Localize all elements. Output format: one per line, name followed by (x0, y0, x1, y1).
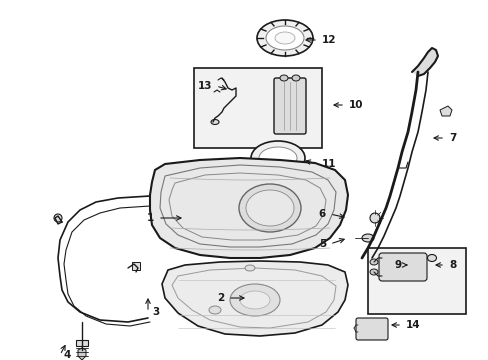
Ellipse shape (240, 291, 269, 309)
Bar (367, 248, 465, 314)
FancyBboxPatch shape (355, 318, 387, 340)
Ellipse shape (280, 75, 287, 81)
Ellipse shape (259, 147, 296, 169)
Ellipse shape (265, 26, 304, 50)
Text: 12: 12 (321, 35, 336, 45)
Text: 4: 4 (64, 350, 71, 360)
Ellipse shape (291, 75, 299, 81)
Ellipse shape (257, 20, 312, 56)
Text: 5: 5 (318, 239, 325, 249)
Text: 8: 8 (448, 260, 455, 270)
Bar (76, 340, 88, 346)
FancyBboxPatch shape (273, 78, 305, 134)
Ellipse shape (361, 234, 373, 242)
Ellipse shape (208, 306, 221, 314)
Text: 9: 9 (394, 260, 401, 270)
Ellipse shape (244, 265, 254, 271)
Polygon shape (162, 261, 347, 336)
Text: 14: 14 (405, 320, 420, 330)
Ellipse shape (369, 213, 379, 223)
Text: 6: 6 (318, 209, 325, 219)
Bar (132, 262, 140, 270)
Ellipse shape (245, 190, 293, 226)
Text: 2: 2 (216, 293, 224, 303)
Text: 3: 3 (152, 307, 159, 317)
Ellipse shape (250, 141, 305, 175)
Ellipse shape (229, 284, 280, 316)
Text: 11: 11 (321, 159, 336, 169)
Ellipse shape (369, 259, 377, 265)
Polygon shape (411, 48, 437, 76)
Ellipse shape (54, 214, 62, 222)
Ellipse shape (274, 32, 294, 44)
Ellipse shape (427, 255, 436, 261)
Text: 1: 1 (146, 213, 154, 223)
Text: 13: 13 (197, 81, 212, 91)
FancyBboxPatch shape (378, 253, 426, 281)
Polygon shape (78, 348, 86, 360)
Text: 10: 10 (348, 100, 363, 110)
Ellipse shape (369, 269, 377, 275)
Ellipse shape (210, 120, 219, 125)
Ellipse shape (239, 184, 301, 232)
Text: 7: 7 (448, 133, 455, 143)
Bar (194, 68, 321, 148)
Polygon shape (150, 158, 347, 258)
Polygon shape (439, 106, 451, 116)
